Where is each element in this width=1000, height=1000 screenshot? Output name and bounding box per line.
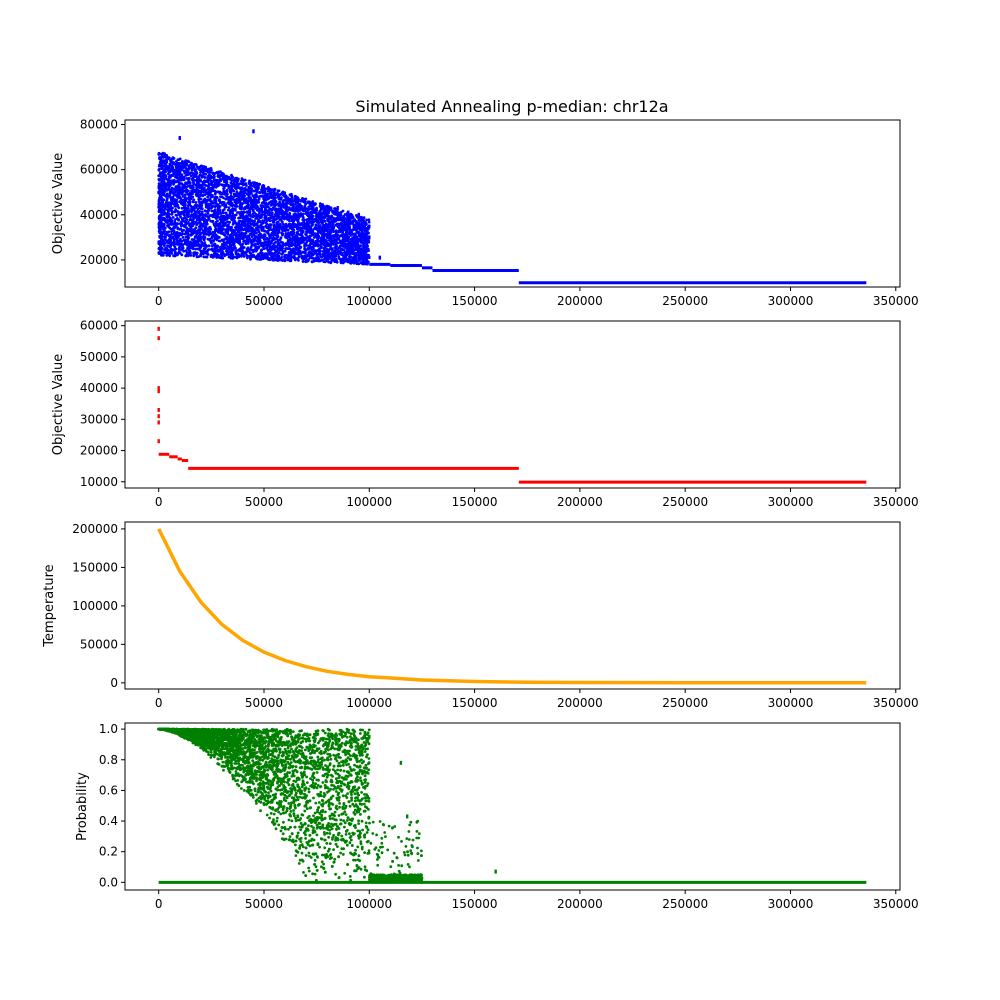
x-tick-label: 50000 [245,897,283,911]
y-tick-label: 50000 [80,637,118,651]
figure-title: Simulated Annealing p-median: chr12a [355,97,668,116]
data-point [157,326,160,331]
x-tick-label: 0 [155,696,163,710]
data-point [494,869,497,874]
subplot-objective-current: 0 50000 100000 150000 200000 250000 300000 3500… [51,118,919,308]
y-tick-label: 30000 [80,412,118,426]
y-tick-label: 200000 [72,522,118,536]
data-point [157,386,160,391]
y-axis-label: Probability [75,772,90,841]
data-point [336,206,339,211]
data-point [157,420,160,425]
scatter-cloud [157,151,371,266]
plot-area [157,129,867,285]
x-tick-label: 0 [155,495,163,509]
data-point [157,336,160,341]
x-tick-label: 250000 [662,897,708,911]
y-tick-label: 0.4 [99,814,118,828]
temperature-line [157,528,867,685]
x-tick-label: 0 [155,897,163,911]
x-tick-label: 100000 [346,495,392,509]
x-tick-label: 350000 [873,294,919,308]
y-tick-label: 0.2 [99,845,118,859]
data-point [399,760,403,765]
x-tick-label: 250000 [662,294,708,308]
x-tick-label: 350000 [873,495,919,509]
subplot-probability: 0 50000 100000 150000 200000 250000 300000 3500… [75,722,919,911]
data-point [178,136,181,141]
x-tick-label: 150000 [452,696,498,710]
axes-frame [124,320,901,489]
data-point [347,210,350,215]
y-axis-label: Objective Value [51,354,66,455]
x-tick-label: 100000 [346,696,392,710]
x-tick-label: 200000 [557,897,603,911]
y-tick-label: 50000 [80,350,118,364]
data-point [157,389,160,394]
y-tick-label: 10000 [80,475,118,489]
x-tick-label: 300000 [768,696,814,710]
data-point [157,407,160,412]
subplot-temperature: 0 50000 100000 150000 200000 250000 300000 3500… [42,521,919,710]
subplot-objective-best: 0 50000 100000 150000 200000 250000 300000 3500… [51,319,919,509]
y-tick-label: 80000 [80,118,118,132]
x-tick-label: 200000 [557,495,603,509]
data-point [406,814,409,819]
y-tick-label: 40000 [80,381,118,395]
y-tick-label: 0.6 [99,783,118,797]
x-tick-label: 100000 [346,897,392,911]
x-tick-label: 50000 [245,495,283,509]
x-tick-label: 350000 [873,696,919,710]
plot-area [157,326,867,484]
x-tick-label: 50000 [245,696,283,710]
y-tick-label: 0 [110,676,118,690]
data-point [252,129,255,134]
x-tick-label: 150000 [452,495,498,509]
x-tick-label: 50000 [245,294,283,308]
y-tick-label: 0.0 [99,875,118,889]
y-tick-label: 1.0 [99,722,118,736]
y-tick-label: 60000 [80,163,118,177]
y-tick-label: 20000 [80,253,118,267]
x-tick-label: 150000 [452,294,498,308]
y-tick-label: 150000 [72,560,118,574]
axes-frame [124,521,901,690]
data-point [157,439,160,444]
data-point [357,212,360,217]
y-axis-label: Objective Value [51,153,66,254]
y-tick-label: 20000 [80,444,118,458]
y-tick-label: 60000 [80,319,118,333]
x-tick-label: 200000 [557,294,603,308]
x-tick-label: 100000 [346,294,392,308]
data-point [157,414,160,419]
x-tick-label: 300000 [768,495,814,509]
axes-frame [124,722,901,891]
x-tick-label: 300000 [768,897,814,911]
x-tick-label: 150000 [452,897,498,911]
y-tick-label: 40000 [80,208,118,222]
scatter-cloud [157,727,424,884]
x-tick-label: 300000 [768,294,814,308]
y-tick-label: 0.8 [99,753,118,767]
y-axis-label: Temperature [42,564,57,647]
x-tick-label: 250000 [662,495,708,509]
x-tick-label: 250000 [662,696,708,710]
data-point [378,255,382,260]
data-point [368,235,371,240]
data-point [368,734,371,739]
axes-frame [124,119,901,288]
x-tick-label: 200000 [557,696,603,710]
plot-area [157,528,867,685]
plot-area [157,727,867,884]
x-tick-label: 350000 [873,897,919,911]
x-tick-label: 0 [155,294,163,308]
y-tick-label: 100000 [72,599,118,613]
